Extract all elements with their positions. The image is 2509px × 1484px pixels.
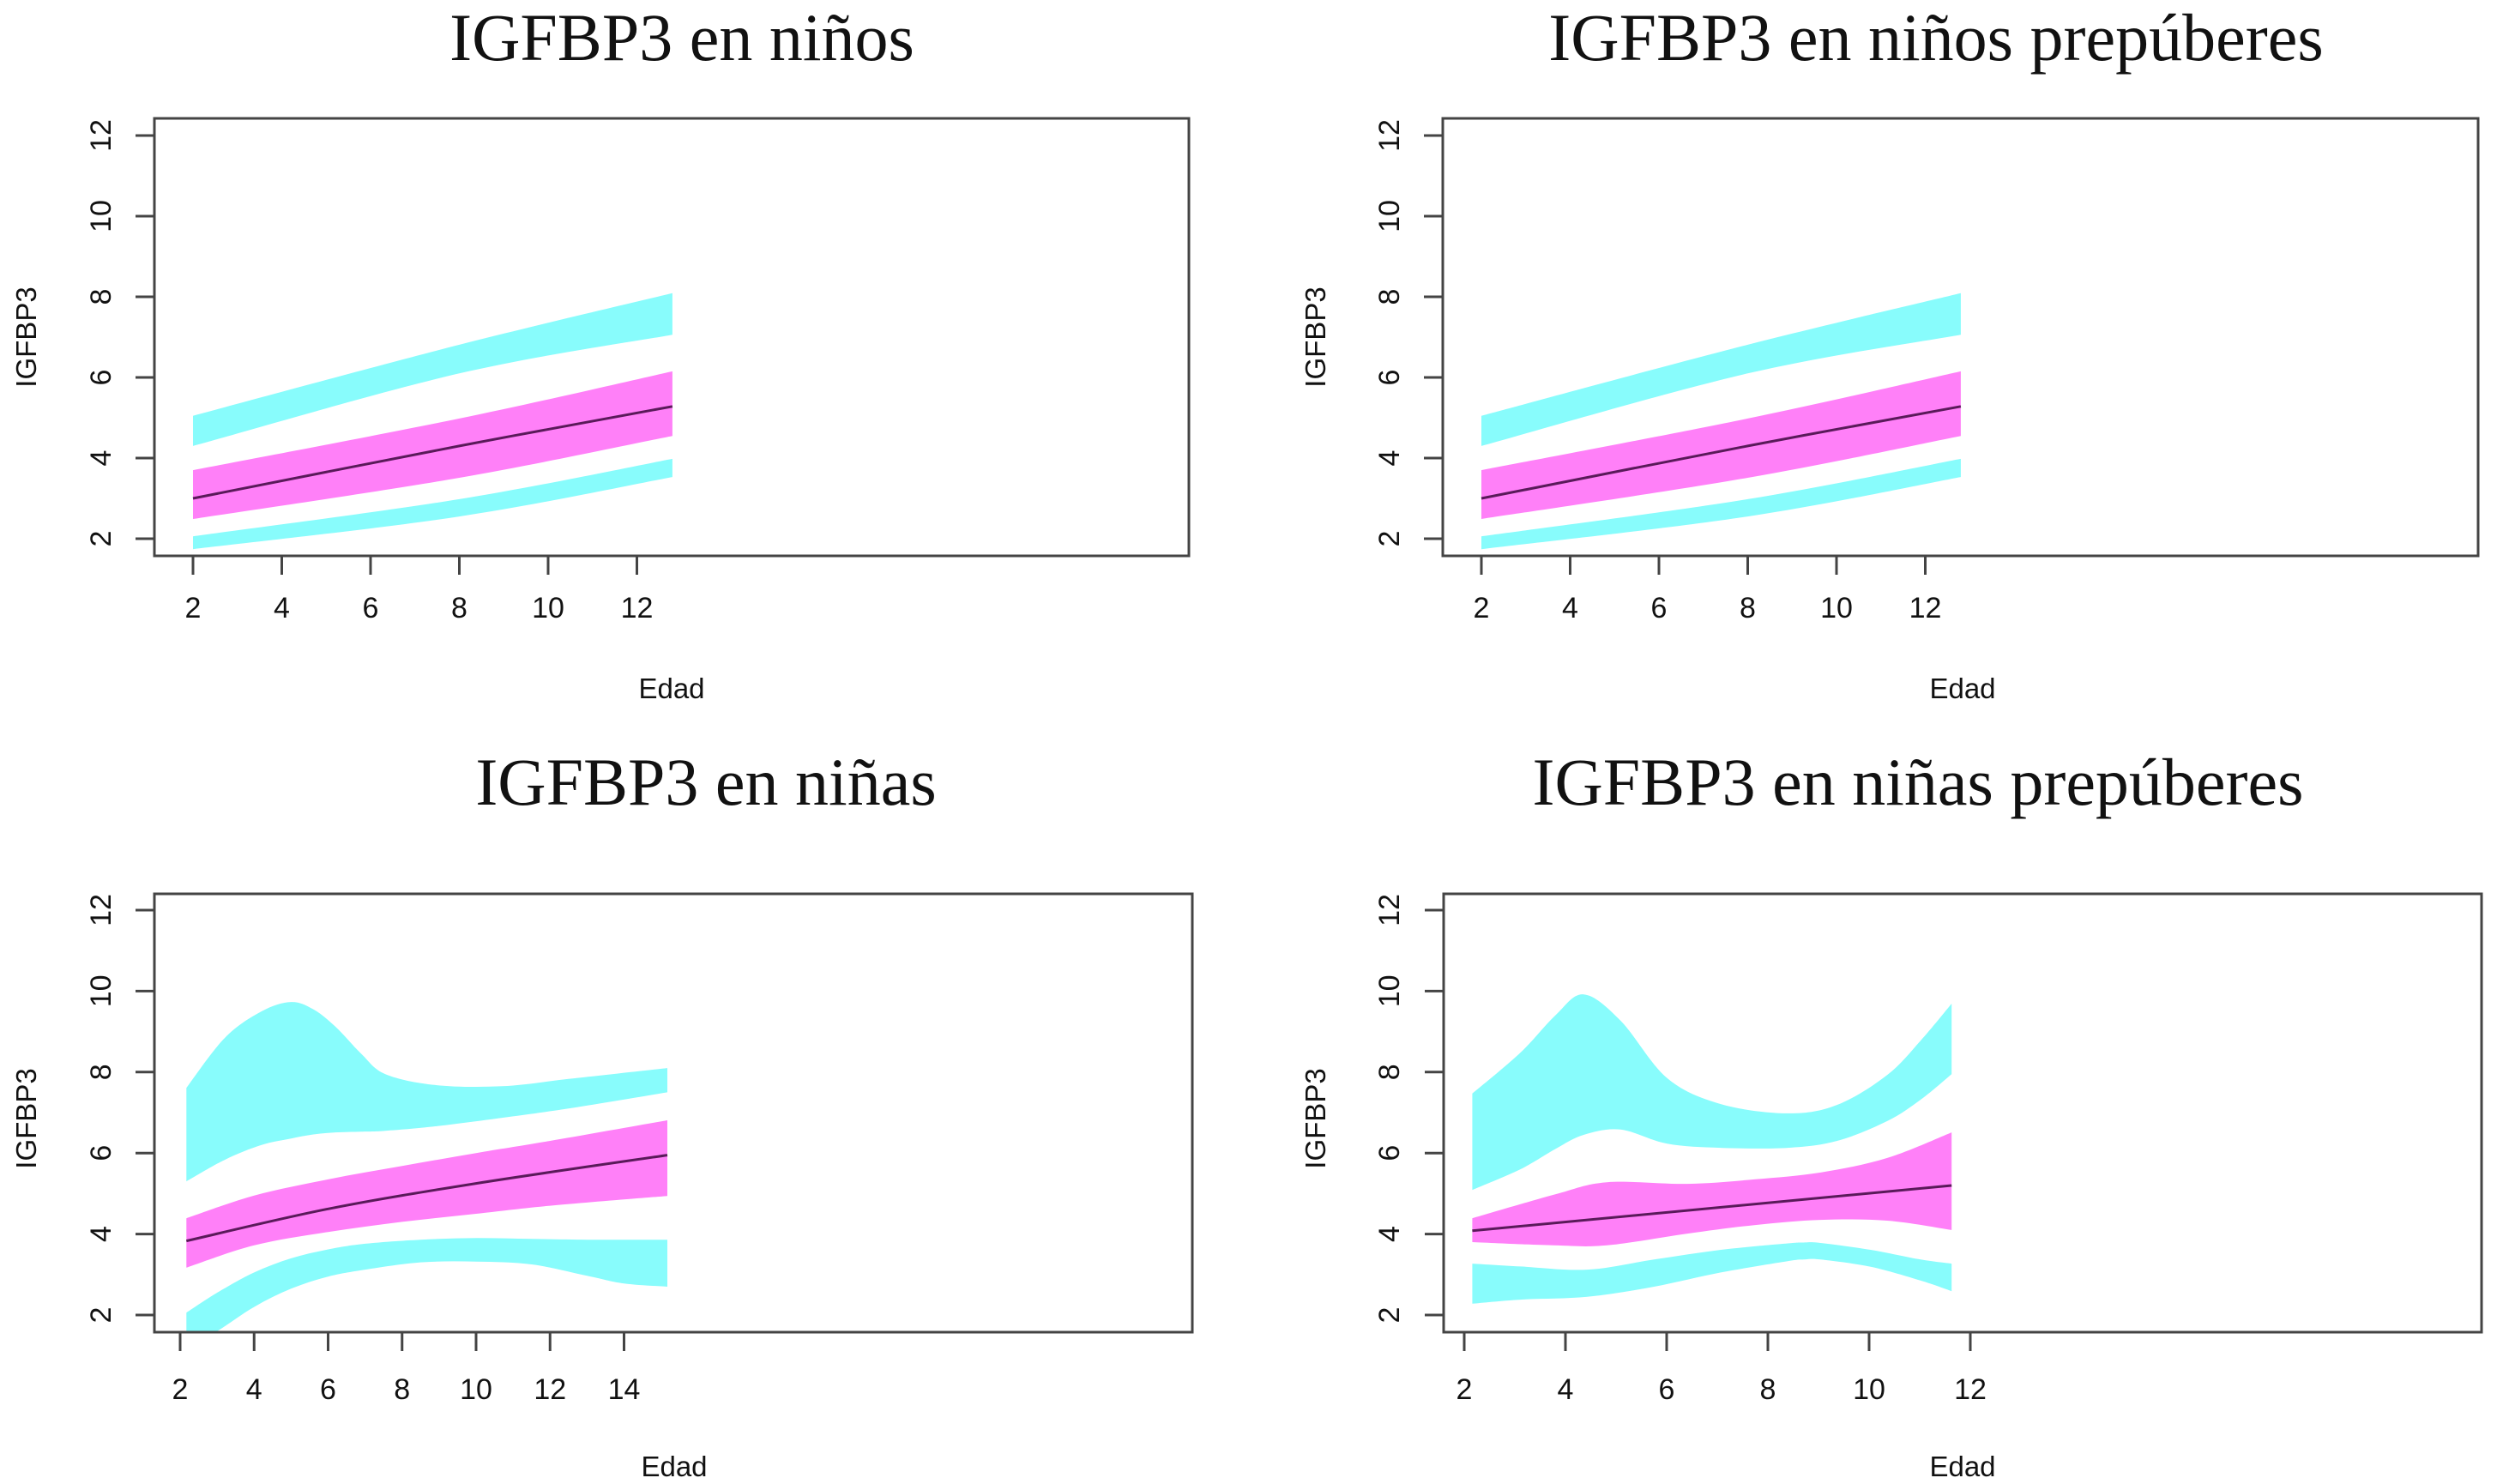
outer-lower-band-area	[1481, 458, 1961, 550]
plot-area: 2 4 6 8 10 12 2 4 6 8 10 12	[1373, 892, 2483, 1406]
mean-line	[192, 405, 673, 500]
plot-area: 2 4 6 8 10 12 2 4 6 8 10 12 14	[85, 892, 1194, 1406]
outer-upper-band-area	[1472, 994, 1952, 1191]
x-tick-label: 12	[534, 1373, 566, 1406]
y-tick-label: 10	[85, 200, 118, 232]
y-tick-label: 4	[85, 1226, 118, 1242]
mean-line	[1472, 1184, 1952, 1233]
chart-title: IGFBP3 en niños	[449, 0, 914, 75]
y-tick-label: 10	[1373, 200, 1406, 232]
outer-upper-band-area	[1481, 293, 1961, 446]
panel-ninos: IGFBP3 en niños 2 4 6 8 10 12 2 4 6 8 10 12 Edad IG…	[10, 0, 1191, 704]
plot-frame	[153, 117, 1191, 558]
x-tick-label: 4	[274, 592, 290, 624]
y-tick-label: 6	[1373, 370, 1406, 386]
y-tick-label: 6	[85, 370, 118, 386]
x-tick-label: 2	[185, 592, 202, 624]
x-tick-label: 12	[1954, 1373, 1987, 1406]
y-tick-label: 8	[85, 289, 118, 305]
inner-band-area	[186, 1120, 668, 1268]
x-tick-label: 2	[1457, 1373, 1473, 1406]
plot-frame	[1442, 892, 2483, 1334]
x-tick-label: 8	[451, 592, 467, 624]
bands	[185, 1002, 668, 1332]
inner-band-area	[1481, 371, 1961, 519]
outer-lower-band-area	[186, 1238, 667, 1332]
x-tick-label: 6	[1659, 1373, 1675, 1406]
y-axis-label: IGFBP3	[1300, 287, 1331, 387]
outer-lower-band-area	[193, 458, 672, 550]
x-tick-label: 2	[172, 1373, 189, 1406]
x-tick-label: 4	[1562, 592, 1578, 624]
x-tick-label: 10	[532, 592, 564, 624]
x-tick-label: 4	[1558, 1373, 1574, 1406]
x-axis-label: Edad	[1929, 1451, 1995, 1482]
plot-frame	[153, 892, 1194, 1334]
y-tick-label: 6	[85, 1145, 118, 1161]
y-tick-label: 10	[85, 974, 118, 1007]
x-tick-label: 6	[1651, 592, 1668, 624]
y-tick-label: 2	[1373, 531, 1406, 547]
y-tick-label: 8	[85, 1064, 118, 1080]
bands	[1481, 293, 1962, 550]
mean-line	[185, 1154, 668, 1243]
chart-title: IGFBP3 en niñas prepúberes	[1532, 745, 2303, 819]
x-tick-label: 2	[1474, 592, 1490, 624]
outer-lower-band-area	[1472, 1242, 1952, 1304]
mean-line	[1481, 405, 1962, 500]
x-tick-label: 10	[1820, 592, 1853, 624]
y-tick-label: 4	[1373, 450, 1406, 467]
outer-upper-band-area	[193, 293, 672, 446]
y-tick-label: 4	[1373, 1226, 1406, 1242]
y-tick-label: 6	[1373, 1145, 1406, 1161]
x-tick-label: 10	[460, 1373, 492, 1406]
y-tick-label: 8	[1373, 289, 1406, 305]
y-axis-label: IGFBP3	[1300, 1068, 1331, 1168]
x-tick-label: 6	[363, 592, 379, 624]
chart-title: IGFBP3 en niños prepúberes	[1548, 0, 2323, 75]
y-tick-label: 4	[85, 450, 118, 467]
x-tick-label: 14	[608, 1373, 641, 1406]
x-tick-label: 8	[1760, 1373, 1776, 1406]
outer-upper-band-area	[186, 1002, 668, 1182]
y-axis-label: IGFBP3	[10, 287, 42, 387]
panel-ninos-prepuberes: IGFBP3 en niños prepúberes 2 4 6 8 10 12 2 4 6 8 1…	[1300, 0, 2480, 704]
y-tick-label: 10	[1373, 974, 1406, 1007]
y-tick-label: 12	[1373, 119, 1406, 152]
y-axis-label: IGFBP3	[10, 1068, 42, 1168]
x-tick-label: 12	[621, 592, 654, 624]
inner-band-area	[1472, 1132, 1952, 1246]
y-tick-label: 12	[85, 894, 118, 926]
chart-title: IGFBP3 en niñas	[475, 745, 936, 819]
panel-ninas-prepuberes: IGFBP3 en niñas prepúberes 2 4 6 8 10 12 2 4 6 8 1…	[1300, 745, 2483, 1482]
x-tick-label: 6	[320, 1373, 336, 1406]
y-tick-label: 12	[85, 119, 118, 152]
inner-band-area	[193, 371, 672, 519]
bands	[1472, 994, 1952, 1304]
y-tick-label: 2	[85, 1307, 118, 1324]
y-tick-label: 12	[1373, 894, 1406, 926]
x-axis-label: Edad	[641, 1451, 707, 1482]
y-tick-label: 8	[1373, 1064, 1406, 1080]
x-tick-label: 8	[1740, 592, 1756, 624]
x-tick-label: 8	[394, 1373, 410, 1406]
y-tick-label: 2	[1373, 1307, 1406, 1324]
x-tick-label: 12	[1909, 592, 1942, 624]
x-axis-label: Edad	[1929, 673, 1995, 704]
plot-area: 2 4 6 8 10 12 2 4 6 8 10 12	[85, 117, 1191, 624]
x-tick-label: 10	[1853, 1373, 1885, 1406]
x-axis-label: Edad	[638, 673, 704, 704]
bands	[192, 293, 673, 550]
plot-area: 2 4 6 8 10 12 2 4 6 8 10 12	[1373, 117, 2480, 624]
plot-frame	[1441, 117, 2480, 558]
x-tick-label: 4	[246, 1373, 262, 1406]
y-tick-label: 2	[85, 531, 118, 547]
